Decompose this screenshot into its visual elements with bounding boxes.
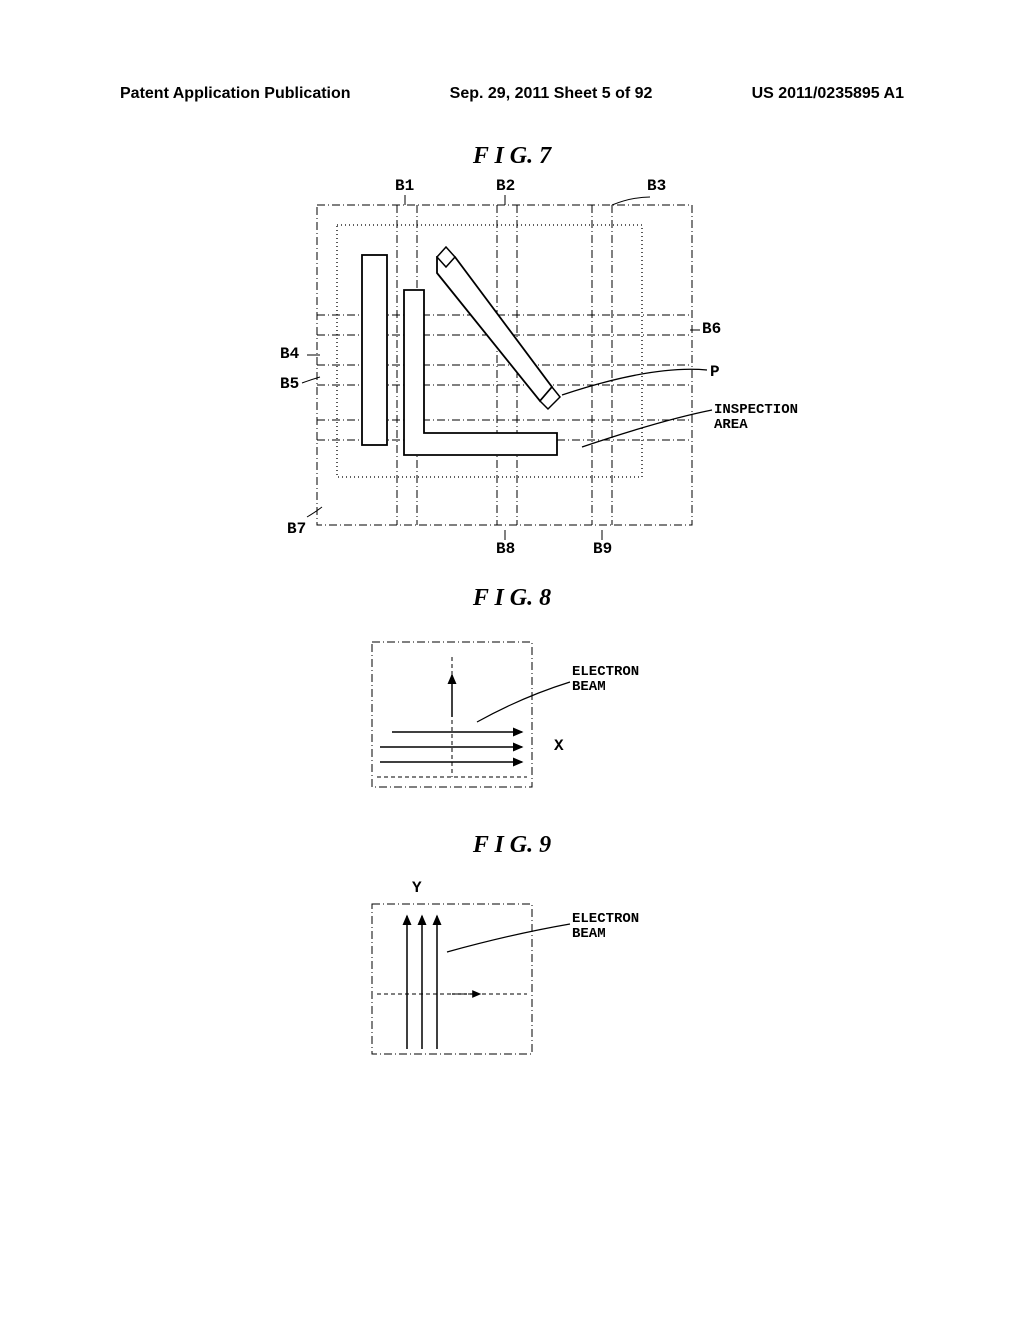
label-B5: B5 bbox=[280, 375, 299, 393]
fig8-electron-label: ELECTRON BEAM bbox=[572, 665, 639, 696]
fig9-title: F I G. 9 bbox=[0, 832, 1024, 859]
label-P: P bbox=[710, 363, 720, 381]
fig9-electron-label: ELECTRON BEAM bbox=[572, 912, 639, 943]
figure-8: F I G. 8 ELECTRON BEAM X bbox=[0, 585, 1024, 802]
page-header: Patent Application Publication Sep. 29, … bbox=[0, 0, 1024, 103]
fig8-x-label: X bbox=[554, 737, 564, 755]
label-B6: B6 bbox=[702, 320, 721, 338]
label-B9: B9 bbox=[593, 540, 612, 558]
fig9-svg bbox=[322, 874, 702, 1069]
fig8-title: F I G. 8 bbox=[0, 585, 1024, 612]
label-B4: B4 bbox=[280, 345, 299, 363]
fig7-title: F I G. 7 bbox=[0, 143, 1024, 170]
header-left: Patent Application Publication bbox=[120, 85, 351, 103]
label-B8: B8 bbox=[496, 540, 515, 558]
label-B3: B3 bbox=[647, 177, 666, 195]
label-inspection: INSPECTION AREA bbox=[714, 403, 798, 434]
label-B2: B2 bbox=[496, 177, 515, 195]
figure-7: F I G. 7 bbox=[0, 143, 1024, 555]
fig8-svg bbox=[322, 627, 702, 802]
fig9-y-label: Y bbox=[412, 879, 422, 897]
figure-9: F I G. 9 Y ELECTRON BEAM bbox=[0, 832, 1024, 1069]
header-center: Sep. 29, 2011 Sheet 5 of 92 bbox=[450, 85, 653, 103]
label-B7: B7 bbox=[287, 520, 306, 538]
header-right: US 2011/0235895 A1 bbox=[752, 85, 904, 103]
fig7-svg bbox=[252, 185, 772, 555]
label-B1: B1 bbox=[395, 177, 414, 195]
